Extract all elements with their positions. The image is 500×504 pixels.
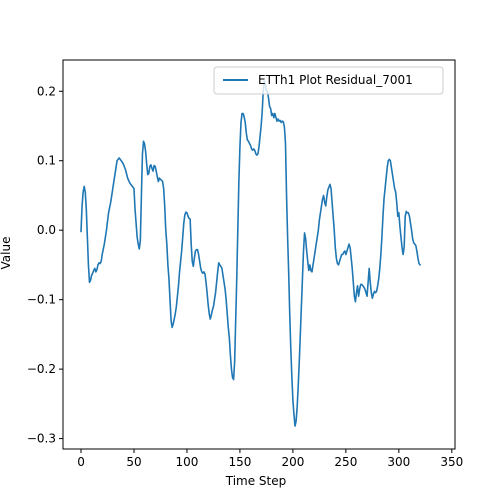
y-tick-label: −0.3	[27, 432, 56, 446]
y-tick-label: 0.0	[37, 223, 56, 237]
y-tick-label: −0.1	[27, 293, 56, 307]
y-tick-label: 0.1	[37, 154, 56, 168]
legend-label: ETTh1 Plot Residual_7001	[258, 73, 413, 87]
x-tick-label: 300	[387, 455, 410, 469]
legend-box	[213, 66, 444, 95]
x-tick-label: 350	[440, 455, 463, 469]
legend: ETTh1 Plot Residual_7001	[213, 66, 444, 95]
x-axis-label: Time Step	[225, 474, 287, 488]
x-tick-label: 100	[176, 455, 199, 469]
axes-frame	[62, 59, 456, 450]
y-tick-label: −0.2	[27, 362, 56, 376]
x-tick-label: 200	[281, 455, 304, 469]
x-tick-label: 50	[126, 455, 141, 469]
x-tick-label: 150	[228, 455, 251, 469]
y-tick-label: 0.2	[37, 84, 56, 98]
series-line-0	[80, 80, 421, 427]
axes: 0 50 100 150 200 250 300 350 −0.3 −0.2 −0.1 0.0 0.1 0…	[27, 59, 463, 469]
x-tick-label: 250	[334, 455, 357, 469]
plot-area	[80, 80, 421, 427]
x-tick-label: 0	[77, 455, 85, 469]
y-axis-label: Value	[0, 237, 13, 270]
